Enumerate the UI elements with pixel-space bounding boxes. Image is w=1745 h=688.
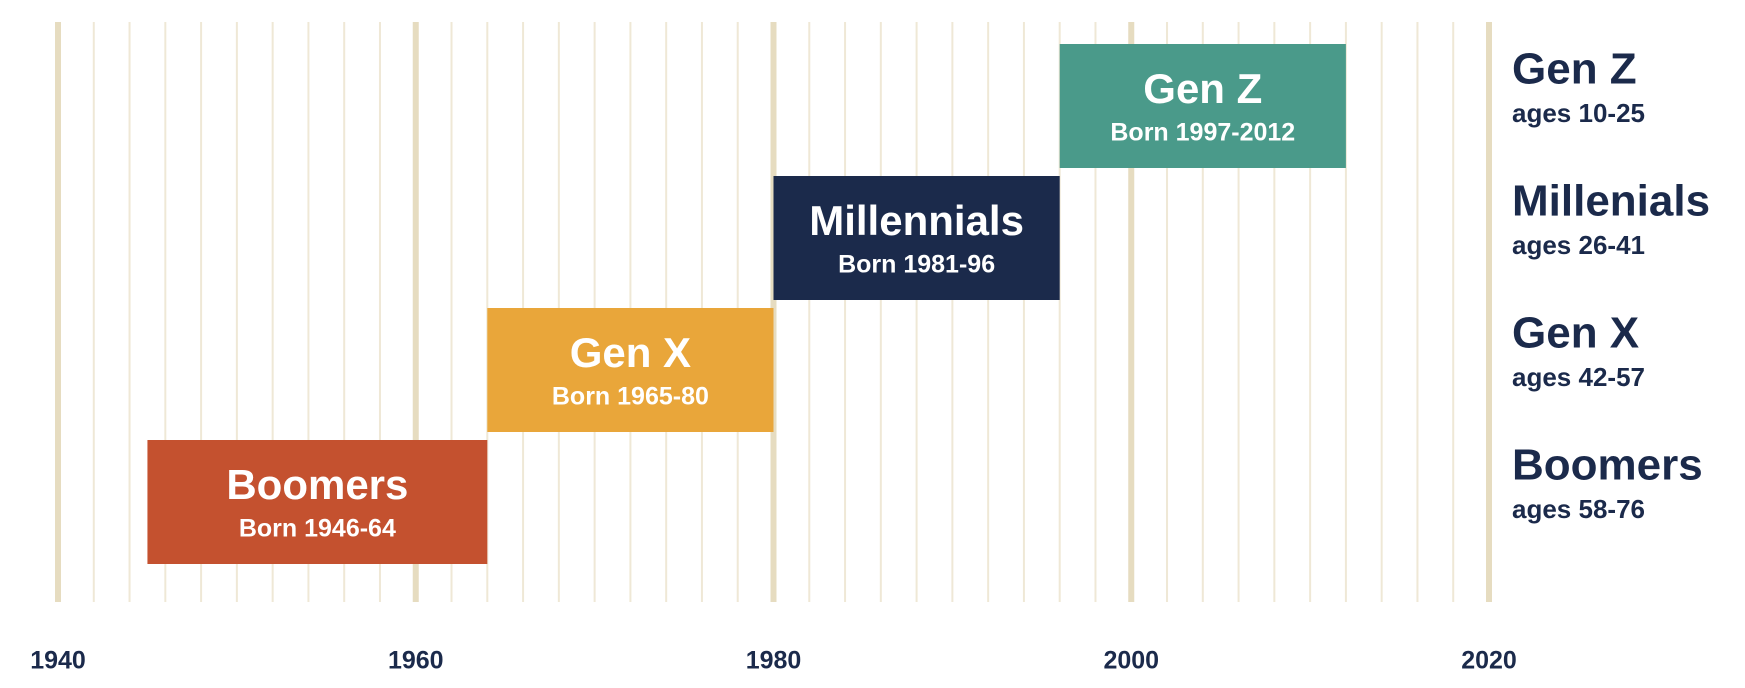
bar-subtitle: Born 1946-64 — [239, 515, 396, 543]
generation-bar — [1059, 44, 1346, 168]
legend-name: Millenials — [1512, 177, 1710, 226]
legend-name: Gen X — [1512, 309, 1639, 358]
bar-subtitle: Born 1965-80 — [552, 383, 709, 411]
generation-bar — [773, 176, 1060, 300]
legend-ages: ages 26-41 — [1512, 230, 1645, 260]
legend-ages: ages 10-25 — [1512, 98, 1645, 128]
bar-title: Boomers — [226, 461, 408, 508]
legend-ages: ages 58-76 — [1512, 494, 1645, 524]
x-tick-label: 1960 — [388, 647, 444, 675]
bar-subtitle: Born 1981-96 — [838, 251, 995, 279]
legend-ages: ages 42-57 — [1512, 362, 1645, 392]
bar-title: Gen X — [570, 329, 691, 376]
x-tick-label: 2000 — [1103, 647, 1159, 675]
x-tick-label: 1940 — [30, 647, 86, 675]
bar-title: Gen Z — [1143, 65, 1262, 112]
bar-subtitle: Born 1997-2012 — [1110, 119, 1295, 147]
bar-title: Millennials — [809, 197, 1024, 244]
x-tick-label: 2020 — [1461, 647, 1517, 675]
legend-name: Boomers — [1512, 441, 1703, 490]
generation-bar — [147, 440, 488, 564]
legend-name: Gen Z — [1512, 45, 1637, 94]
generation-bar — [487, 308, 774, 432]
x-tick-label: 1980 — [746, 647, 802, 675]
